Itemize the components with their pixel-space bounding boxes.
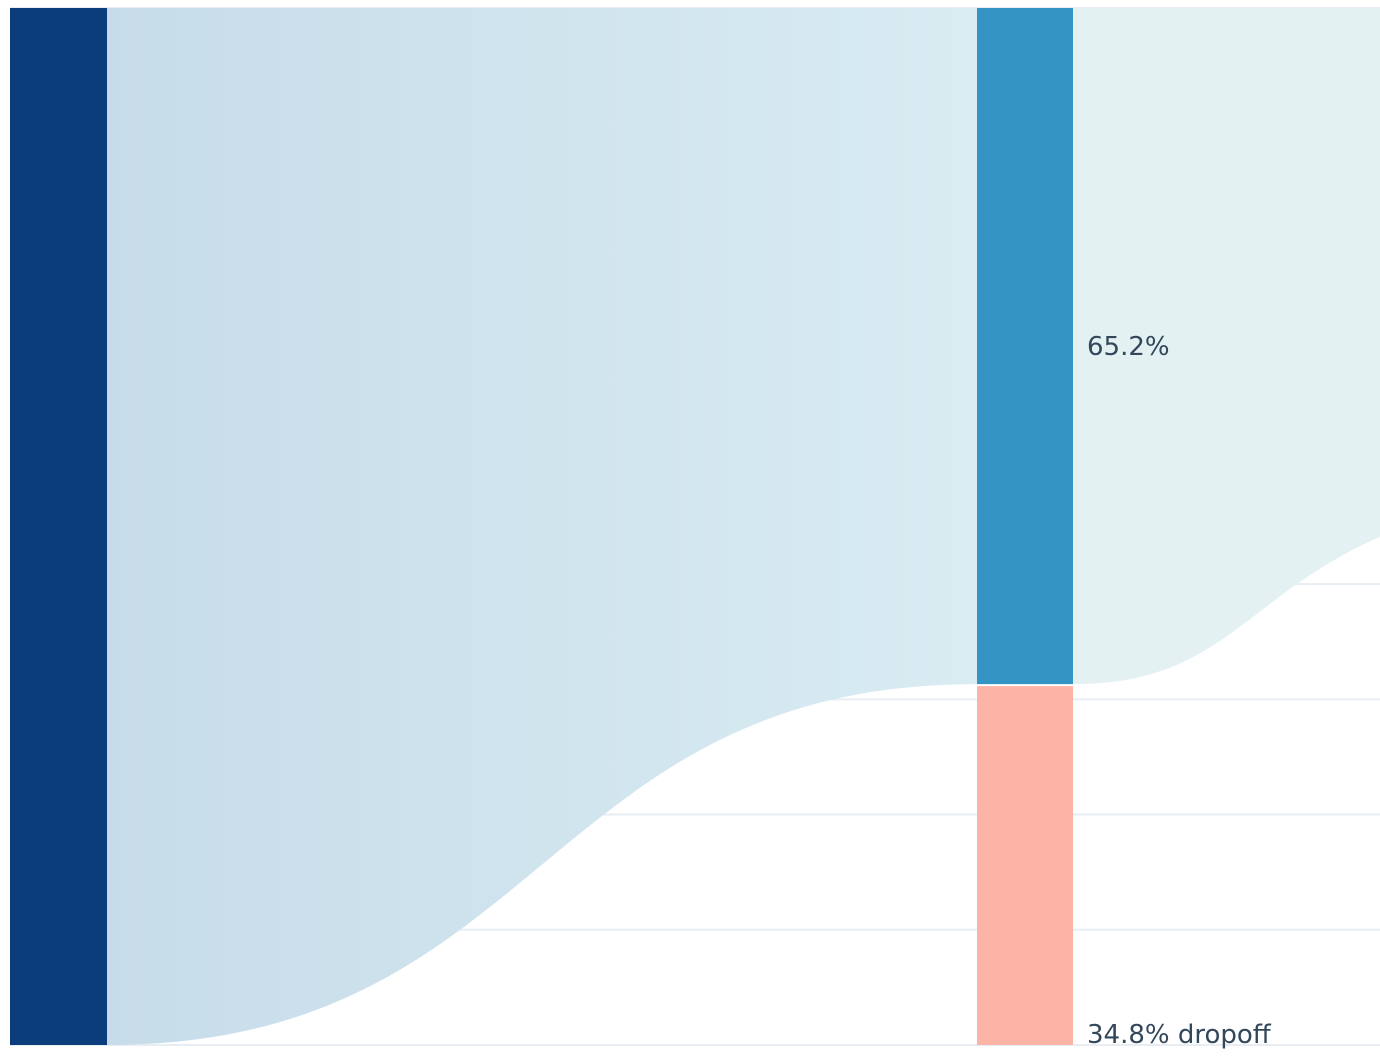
label-continued-percent: 65.2% [1087, 332, 1170, 362]
flow-step1-to-step2 [107, 8, 977, 1045]
bar-step2-dropoff [977, 686, 1073, 1045]
bars [10, 8, 1073, 1045]
bar-step2-continued [977, 8, 1073, 685]
flows [107, 8, 1380, 1045]
bar-step1 [10, 8, 107, 1045]
labels: 65.2% 34.8% dropoff [1087, 332, 1272, 1050]
flow-step2-outgoing [1073, 8, 1380, 685]
label-dropoff-percent: 34.8% dropoff [1087, 1020, 1272, 1050]
